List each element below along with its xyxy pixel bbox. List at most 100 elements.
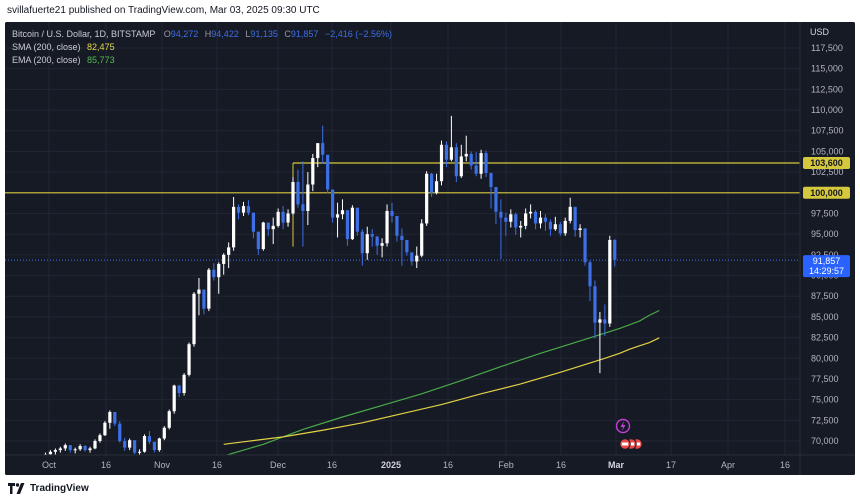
candle[interactable] xyxy=(232,196,236,251)
candle[interactable] xyxy=(222,253,226,275)
candle[interactable] xyxy=(509,209,513,228)
candle[interactable] xyxy=(321,125,325,164)
candle[interactable] xyxy=(162,426,166,441)
candle[interactable] xyxy=(504,212,508,236)
legend-sma-row[interactable]: SMA (200, close) 82,475 xyxy=(12,41,392,54)
candle[interactable] xyxy=(261,221,265,251)
candle[interactable] xyxy=(335,202,340,238)
candle[interactable] xyxy=(529,204,533,219)
candle[interactable] xyxy=(286,209,290,227)
candle[interactable] xyxy=(113,412,117,427)
candle[interactable] xyxy=(291,177,295,216)
candle[interactable] xyxy=(583,228,587,266)
candle[interactable] xyxy=(385,204,389,247)
candle[interactable] xyxy=(331,189,335,223)
candle[interactable] xyxy=(390,202,394,223)
level-price-badge[interactable] xyxy=(803,157,850,170)
candle[interactable] xyxy=(370,229,374,247)
candle[interactable] xyxy=(425,171,429,226)
event-flags[interactable] xyxy=(615,418,643,450)
candle[interactable] xyxy=(197,278,201,316)
tradingview-brand[interactable]: TradingView xyxy=(8,481,89,495)
candle[interactable] xyxy=(415,246,419,269)
candle[interactable] xyxy=(326,154,330,194)
candle[interactable] xyxy=(88,446,92,453)
candle[interactable] xyxy=(514,212,518,235)
current-price-badge[interactable] xyxy=(803,255,850,278)
candle[interactable] xyxy=(340,199,345,220)
candle[interactable] xyxy=(182,373,186,396)
candle[interactable] xyxy=(533,210,538,230)
currency-label[interactable]: USD xyxy=(810,27,830,37)
candle[interactable] xyxy=(281,206,285,230)
candle[interactable] xyxy=(459,144,463,178)
candle[interactable] xyxy=(316,143,320,168)
candle[interactable] xyxy=(152,441,156,453)
candle[interactable] xyxy=(469,151,473,170)
candle[interactable] xyxy=(410,252,414,266)
candle[interactable] xyxy=(593,280,597,339)
sma-200-line[interactable] xyxy=(223,337,660,445)
candle[interactable] xyxy=(365,226,369,260)
candle[interactable] xyxy=(93,439,97,450)
candle[interactable] xyxy=(212,263,216,281)
ema-200-line[interactable] xyxy=(223,309,660,457)
candle[interactable] xyxy=(73,447,77,454)
candle[interactable] xyxy=(83,445,87,452)
candle[interactable] xyxy=(142,434,147,453)
candle[interactable] xyxy=(524,208,528,230)
candle[interactable] xyxy=(439,140,444,186)
candle[interactable] xyxy=(479,149,483,179)
candle[interactable] xyxy=(608,235,612,327)
candle[interactable] xyxy=(395,215,399,242)
candle[interactable] xyxy=(118,421,122,443)
level-price-badge[interactable] xyxy=(803,186,850,199)
candle[interactable] xyxy=(157,437,161,452)
candle[interactable] xyxy=(128,438,132,451)
time-axis[interactable]: Oct 16 Nov 16 Dec 16 2025 16 Feb 16 Mar 17 Apr 16 xyxy=(5,22,855,475)
candle[interactable] xyxy=(123,437,127,451)
candle[interactable] xyxy=(301,161,305,247)
candle[interactable] xyxy=(603,304,607,336)
candle[interactable] xyxy=(227,242,231,269)
candle[interactable] xyxy=(306,172,310,226)
candle[interactable] xyxy=(484,150,488,178)
candle[interactable] xyxy=(449,115,453,162)
candle[interactable] xyxy=(454,143,458,183)
candle[interactable] xyxy=(434,173,439,195)
candle[interactable] xyxy=(588,260,592,302)
candle[interactable] xyxy=(380,238,384,258)
candle[interactable] xyxy=(256,231,260,255)
candle[interactable] xyxy=(68,445,72,453)
candle[interactable] xyxy=(147,431,152,445)
candles[interactable] xyxy=(43,115,617,459)
candlestick-chart[interactable]: USD 70,000 72,500 75,000 77,500 80,000 82,500 8… xyxy=(5,22,855,475)
candle[interactable] xyxy=(494,186,498,225)
candle[interactable] xyxy=(355,207,359,236)
candle[interactable] xyxy=(271,217,275,245)
candle[interactable] xyxy=(202,289,206,315)
candle[interactable] xyxy=(558,221,562,236)
candle[interactable] xyxy=(538,210,543,229)
candle[interactable] xyxy=(246,200,251,216)
candle[interactable] xyxy=(568,197,572,224)
candle[interactable] xyxy=(499,199,503,259)
candle[interactable] xyxy=(63,443,67,451)
candle[interactable] xyxy=(266,222,270,236)
candle[interactable] xyxy=(444,141,449,168)
candle[interactable] xyxy=(167,409,171,430)
candle[interactable] xyxy=(553,216,557,231)
candle[interactable] xyxy=(78,444,82,451)
candle[interactable] xyxy=(613,239,617,267)
candle[interactable] xyxy=(375,235,379,255)
candle[interactable] xyxy=(573,206,577,237)
candle[interactable] xyxy=(217,262,221,294)
candle[interactable] xyxy=(430,172,434,197)
candle[interactable] xyxy=(563,217,567,236)
price-axis[interactable]: USD 70,000 72,500 75,000 77,500 80,000 82,500 8… xyxy=(800,22,855,475)
candle[interactable] xyxy=(296,169,300,208)
chart-panel[interactable]: USD 70,000 72,500 75,000 77,500 80,000 82,500 8… xyxy=(5,22,855,475)
candle[interactable] xyxy=(548,219,552,236)
candle[interactable] xyxy=(489,172,493,209)
candle[interactable] xyxy=(578,224,582,238)
